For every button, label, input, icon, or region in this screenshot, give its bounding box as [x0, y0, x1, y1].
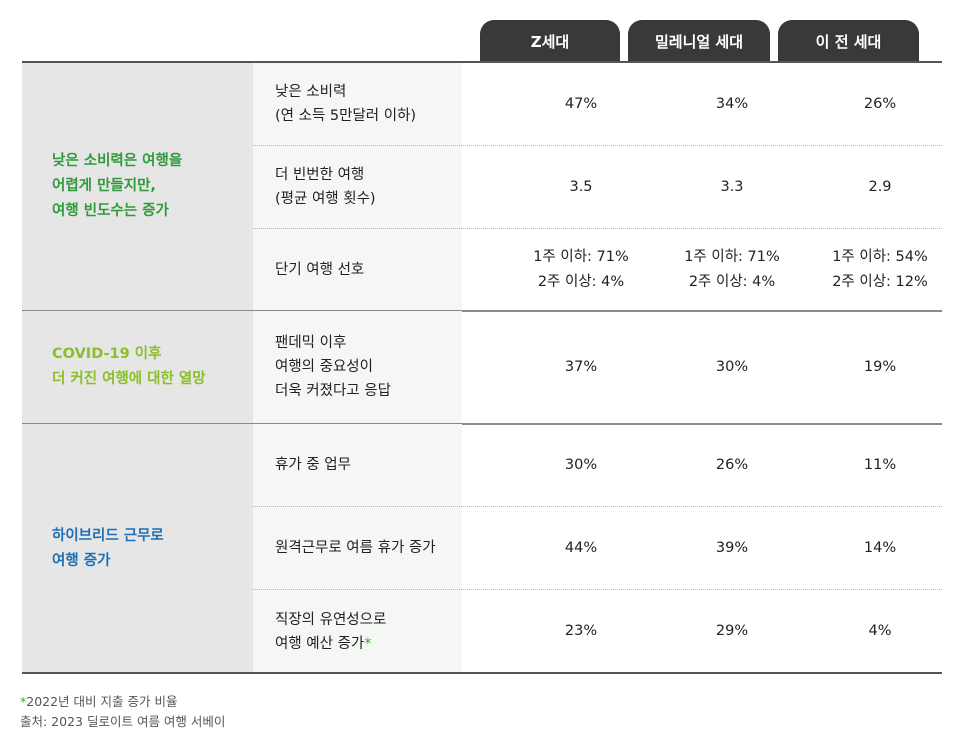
- row-label: 직장의 유연성으로 여행 예산 증가*: [253, 590, 462, 673]
- footnote: *2022년 대비 지출 증가 비율: [20, 692, 225, 712]
- value-previous-gen: 4%: [868, 623, 892, 639]
- value-previous-gen: 14%: [863, 539, 897, 556]
- value-previous-gen: 26%: [863, 95, 897, 112]
- column-header-millennial: 밀레니얼 세대: [628, 20, 770, 62]
- row-label: 더 빈번한 여행 (평균 여행 횟수): [275, 167, 376, 207]
- group-divider: [22, 310, 942, 312]
- value-previous-gen: 1주 이하: 54% 2주 이상: 12%: [832, 248, 928, 290]
- sub-column-bg: [253, 311, 462, 423]
- value-millennial: 34%: [715, 95, 749, 112]
- row-label: 팬데믹 이후 여행의 중요성이 더욱 커졌다고 응답: [275, 335, 391, 399]
- group-low-spending: 낮은 소비력은 여행을 어렵게 만들지만, 여행 빈도수는 증가 낮은 소비력 …: [22, 63, 942, 310]
- group-category-label: 하이브리드 근무로 여행 증가: [22, 424, 253, 673]
- group-covid: COVID-19 이후 더 커진 여행에 대한 열망 팬데믹 이후 여행의 중요…: [22, 311, 942, 423]
- table-row: 원격근무로 여름 휴가 증가 44% 39% 14%: [253, 507, 942, 589]
- row-divider: [253, 228, 942, 229]
- value-gen-z: 23%: [564, 623, 598, 639]
- notes: *2022년 대비 지출 증가 비율 출처: 2023 딜로이트 여름 여행 서…: [20, 692, 225, 732]
- row-label-text: 직장의 유연성으로 여행 예산 증가: [275, 611, 387, 652]
- column-header-gen-z: Z세대: [480, 20, 620, 62]
- value-gen-z: 1주 이하: 71% 2주 이상: 4%: [533, 248, 629, 290]
- value-gen-z: 3.5: [569, 178, 593, 195]
- group-divider: [22, 423, 942, 425]
- source-note: 출처: 2023 딜로이트 여름 여행 서베이: [20, 714, 226, 729]
- value-millennial: 3.3: [720, 178, 744, 195]
- group-hybrid-work: 하이브리드 근무로 여행 증가 휴가 중 업무 30% 26% 11% 원격근무…: [22, 424, 942, 673]
- value-gen-z: 44%: [564, 539, 598, 556]
- value-previous-gen: 11%: [863, 456, 897, 473]
- table-row: 팬데믹 이후 여행의 중요성이 더욱 커졌다고 응답 37% 30% 19%: [253, 311, 942, 423]
- row-label: 원격근무로 여름 휴가 증가: [275, 540, 436, 556]
- column-header-previous-gen: 이 전 세대: [778, 20, 919, 62]
- row-divider: [253, 506, 942, 507]
- table-row: 휴가 중 업무 30% 26% 11%: [253, 424, 942, 506]
- row-label: 낮은 소비력 (연 소득 5만달러 이하): [275, 84, 417, 124]
- table-bottom-rule: [22, 672, 942, 674]
- column-header-row: Z세대 밀레니얼 세대 이 전 세대: [0, 20, 961, 62]
- sub-column-bg: [253, 424, 462, 673]
- group-category-label: 낮은 소비력은 여행을 어렵게 만들지만, 여행 빈도수는 증가: [22, 63, 253, 310]
- value-millennial: 39%: [715, 539, 749, 556]
- table-row: 직장의 유연성으로 여행 예산 증가* 23% 29% 4%: [253, 590, 942, 673]
- footnote-text: 2022년 대비 지출 증가 비율: [26, 694, 178, 709]
- value-millennial: 1주 이하: 71% 2주 이상: 4%: [684, 248, 780, 290]
- value-millennial: 26%: [715, 456, 749, 473]
- table-row: 단기 여행 선호 1주 이하: 71% 2주 이상: 4% 1주 이하: 71%…: [253, 229, 942, 310]
- value-gen-z: 30%: [564, 456, 598, 473]
- value-gen-z: 37%: [564, 358, 598, 375]
- table-row: 더 빈번한 여행 (평균 여행 횟수) 3.5 3.3 2.9: [253, 146, 942, 228]
- value-gen-z: 47%: [564, 95, 598, 112]
- row-divider: [253, 145, 942, 146]
- value-millennial: 30%: [715, 358, 749, 375]
- row-label: 단기 여행 선호: [275, 261, 365, 278]
- row-label: 휴가 중 업무: [275, 457, 351, 473]
- row-divider: [253, 589, 942, 590]
- footnote-star: *: [364, 635, 372, 652]
- table-row: 낮은 소비력 (연 소득 5만달러 이하) 47% 34% 26%: [253, 63, 942, 145]
- value-millennial: 29%: [715, 623, 749, 639]
- comparison-table: 낮은 소비력은 여행을 어렵게 만들지만, 여행 빈도수는 증가 낮은 소비력 …: [22, 63, 942, 673]
- group-category-label: COVID-19 이후 더 커진 여행에 대한 열망: [22, 311, 253, 423]
- value-previous-gen: 19%: [863, 358, 897, 375]
- sub-column-bg: [253, 63, 462, 310]
- value-previous-gen: 2.9: [868, 178, 892, 195]
- table-top-rule: [22, 61, 942, 63]
- footnote-star: *: [20, 694, 27, 709]
